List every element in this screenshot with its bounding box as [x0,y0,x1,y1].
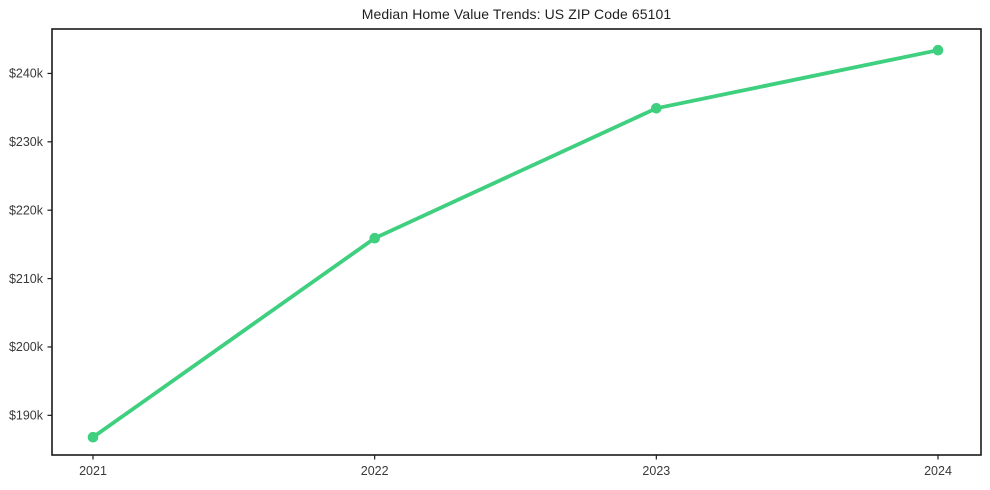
plot-area [52,29,981,455]
data-point-marker [932,44,944,56]
data-point-marker [651,103,662,114]
plot-border [51,28,982,456]
x-axis-tick-label: 2024 [924,464,952,478]
chart-title: Median Home Value Trends: US ZIP Code 65… [361,6,672,22]
trend-line [91,48,940,440]
data-point-marker [87,431,99,443]
y-axis-tick-label: $240k [9,67,44,81]
y-axis-tick-label: $230k [9,135,44,149]
y-axis-tick-label: $220k [9,203,44,217]
y-axis-tick-label: $190k [9,409,44,423]
x-axis-tick-label: 2022 [361,464,389,478]
y-axis-tick-label: $200k [9,340,44,354]
y-axis-tick-label: $210k [9,272,44,286]
x-axis-tick-label: 2023 [642,464,670,478]
x-axis-tick-label: 2021 [79,464,107,478]
data-point-marker [369,232,381,244]
